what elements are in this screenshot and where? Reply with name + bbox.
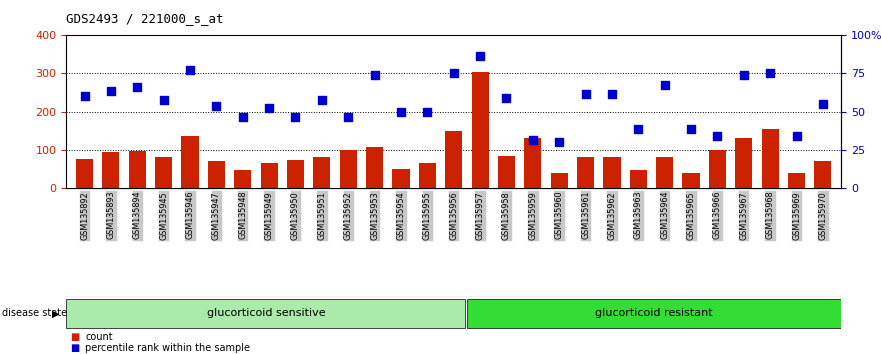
Text: GSM135946: GSM135946 (186, 191, 195, 239)
Point (710, 133, 724, 139)
Text: GSM135960: GSM135960 (555, 191, 564, 239)
Bar (467, 299, 841, 328)
Point (210, 103, 224, 109)
Bar (603, 157, 620, 188)
Bar (234, 171, 251, 188)
Text: GSM135963: GSM135963 (633, 191, 643, 239)
Bar (208, 161, 225, 188)
Bar (577, 157, 594, 188)
Bar (287, 160, 304, 188)
Point (183, 67, 197, 73)
Bar (155, 157, 172, 188)
Bar (76, 159, 93, 188)
Text: GSM135954: GSM135954 (396, 191, 405, 240)
Bar (761, 129, 779, 188)
Text: ■: ■ (70, 332, 79, 342)
Bar (366, 147, 383, 188)
Bar (261, 163, 278, 188)
Bar (524, 138, 542, 188)
Bar (814, 161, 832, 188)
Point (394, 109, 408, 114)
Point (816, 101, 830, 107)
Text: GSM135945: GSM135945 (159, 191, 168, 240)
Bar (129, 152, 146, 188)
Text: GSM135949: GSM135949 (264, 191, 274, 240)
Point (526, 137, 540, 143)
Point (288, 114, 302, 120)
Bar (418, 163, 436, 188)
Bar (102, 152, 120, 188)
Bar (498, 156, 515, 188)
Bar (630, 171, 647, 188)
Text: glucorticoid sensitive: glucorticoid sensitive (207, 308, 326, 318)
Text: GSM135956: GSM135956 (449, 191, 458, 240)
Point (262, 105, 276, 110)
Text: GSM135947: GSM135947 (212, 191, 221, 240)
Text: GSM135893: GSM135893 (107, 191, 115, 239)
Point (447, 71, 461, 76)
Text: GSM135964: GSM135964 (660, 191, 670, 239)
Point (157, 97, 171, 103)
Text: GSM135966: GSM135966 (713, 191, 722, 239)
Point (552, 139, 566, 145)
Point (684, 126, 698, 131)
Text: GSM135892: GSM135892 (80, 191, 89, 240)
Point (579, 92, 593, 97)
Bar (471, 72, 489, 188)
Bar (551, 173, 567, 188)
Point (315, 97, 329, 103)
Text: GSM135894: GSM135894 (133, 191, 142, 239)
Point (236, 114, 250, 120)
Bar (709, 149, 726, 188)
Text: GSM135950: GSM135950 (291, 191, 300, 240)
Point (500, 95, 514, 101)
Text: GSM135970: GSM135970 (818, 191, 827, 240)
Point (632, 126, 646, 131)
Text: ▶: ▶ (52, 308, 60, 318)
Text: GSM135957: GSM135957 (476, 191, 485, 240)
Text: ■: ■ (70, 343, 79, 353)
Text: GSM135961: GSM135961 (581, 191, 590, 239)
Bar (314, 157, 330, 188)
Bar (683, 173, 700, 188)
Point (789, 133, 803, 139)
Text: GSM135953: GSM135953 (370, 191, 379, 240)
Text: GSM135955: GSM135955 (423, 191, 432, 240)
Point (605, 92, 619, 97)
Text: glucorticoid resistant: glucorticoid resistant (596, 308, 713, 318)
Bar (66, 299, 465, 328)
Point (367, 73, 381, 78)
Text: GSM135968: GSM135968 (766, 191, 774, 239)
Bar (788, 173, 805, 188)
Text: GSM135962: GSM135962 (607, 191, 617, 240)
Point (420, 109, 434, 114)
Point (78, 93, 92, 99)
Point (657, 82, 671, 88)
Text: GSM135965: GSM135965 (686, 191, 695, 240)
Text: GSM135959: GSM135959 (529, 191, 537, 240)
Text: disease state: disease state (2, 308, 67, 318)
Text: GSM135948: GSM135948 (238, 191, 248, 239)
Point (473, 53, 487, 59)
Point (130, 84, 144, 90)
Text: GDS2493 / 221000_s_at: GDS2493 / 221000_s_at (66, 12, 224, 25)
Bar (445, 131, 463, 188)
Bar (656, 157, 673, 188)
Bar (340, 149, 357, 188)
Bar (736, 138, 752, 188)
Text: GSM135952: GSM135952 (344, 191, 352, 240)
Text: count: count (85, 332, 113, 342)
Text: GSM135969: GSM135969 (792, 191, 801, 240)
Text: percentile rank within the sample: percentile rank within the sample (85, 343, 250, 353)
Point (341, 114, 355, 120)
Point (737, 73, 751, 78)
Bar (181, 136, 198, 188)
Text: GSM135967: GSM135967 (739, 191, 748, 240)
Point (104, 88, 118, 93)
Text: GSM135958: GSM135958 (502, 191, 511, 240)
Point (763, 71, 777, 76)
Bar (392, 169, 410, 188)
Text: GSM135951: GSM135951 (317, 191, 326, 240)
